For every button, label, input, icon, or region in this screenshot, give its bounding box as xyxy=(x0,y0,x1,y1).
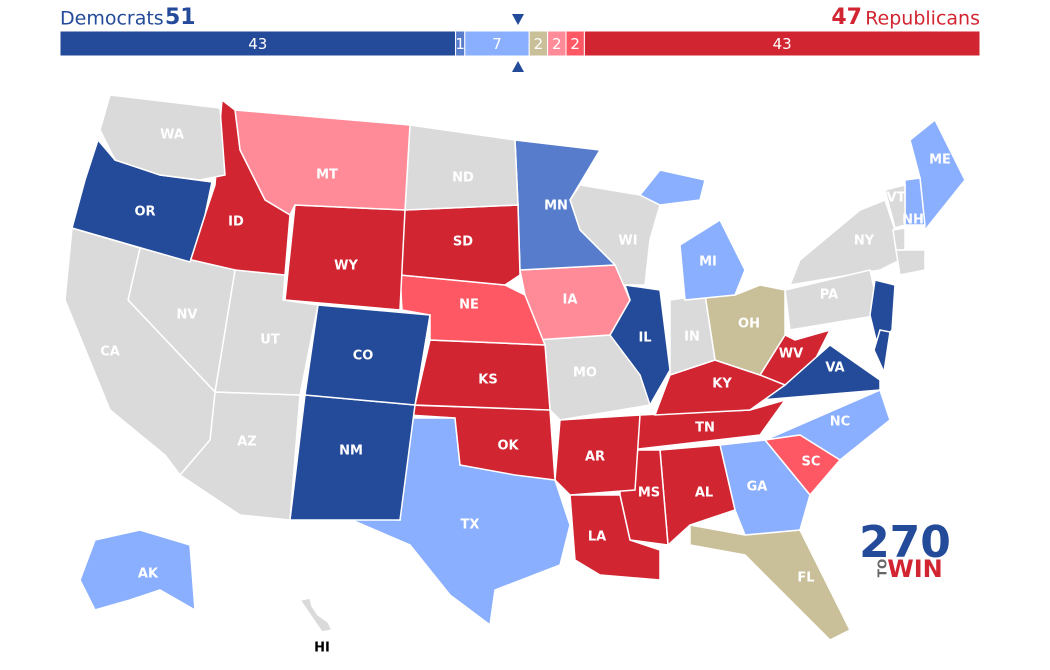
state-label: AK xyxy=(138,567,159,582)
state-label: UT xyxy=(260,333,280,348)
logo-win: WIN xyxy=(887,555,943,583)
rep-total: 47 xyxy=(831,5,862,30)
state-label: WA xyxy=(160,128,184,143)
state[interactable] xyxy=(407,404,556,481)
state-label: OR xyxy=(134,205,155,220)
state-label: AL xyxy=(695,486,713,501)
state-mi-up xyxy=(638,169,706,206)
state-label: WV xyxy=(779,347,803,362)
state-label: CO xyxy=(353,349,374,364)
state[interactable] xyxy=(404,124,519,211)
logo: 270 TO WIN xyxy=(859,517,951,583)
state[interactable] xyxy=(788,199,901,286)
state[interactable] xyxy=(284,204,406,311)
state-label: NM xyxy=(339,444,363,459)
state[interactable] xyxy=(189,98,291,276)
state[interactable] xyxy=(704,284,786,376)
rep-label: Republicans xyxy=(865,8,980,30)
state-label: TN xyxy=(695,421,715,436)
state-label: SD xyxy=(453,235,473,250)
state[interactable] xyxy=(554,414,641,496)
state-label: VT xyxy=(887,191,906,206)
state-label: NH xyxy=(902,213,924,228)
state[interactable] xyxy=(399,274,547,346)
state[interactable] xyxy=(298,597,334,633)
state-label: VA xyxy=(825,361,844,376)
state[interactable] xyxy=(569,494,661,581)
marker-top xyxy=(512,14,524,25)
state-label: LA xyxy=(588,530,606,545)
state-label: WY xyxy=(334,259,358,274)
state-label: WI xyxy=(618,234,637,249)
state-ct xyxy=(895,249,926,276)
state-label: KY xyxy=(712,377,732,392)
state-label: NC xyxy=(830,415,850,430)
bar-segment xyxy=(583,30,981,57)
state-label: MO xyxy=(573,366,597,381)
bar-segment-label: 2 xyxy=(552,35,562,53)
state-vt-edge xyxy=(892,227,906,251)
bar-segment-label: 7 xyxy=(492,35,502,53)
state-label: GA xyxy=(747,480,768,495)
state-label: IA xyxy=(563,293,578,308)
state-label: OH xyxy=(738,317,760,332)
state-label: IL xyxy=(638,331,651,346)
state-label: MN xyxy=(544,199,568,214)
state-label: AR xyxy=(585,450,605,465)
state-label: IN xyxy=(684,330,700,345)
state-label: MS xyxy=(638,486,660,501)
dem-total: 51 xyxy=(165,5,196,30)
state-label: HI xyxy=(314,641,330,656)
state-label: CA xyxy=(100,345,120,360)
state-label: TX xyxy=(461,518,480,533)
dem-label: Democrats xyxy=(60,8,164,30)
bar-segment-label: 2 xyxy=(534,35,544,53)
state[interactable] xyxy=(99,94,226,181)
state-label: ND xyxy=(452,171,474,186)
bar-segment-label: 1 xyxy=(455,35,465,53)
bar-segment-label: 43 xyxy=(773,35,792,53)
bar-segment-label: 2 xyxy=(570,35,580,53)
bar-segment xyxy=(464,30,530,57)
state-label: NY xyxy=(854,234,875,249)
marker-bottom xyxy=(512,61,524,72)
state-label: NV xyxy=(177,308,198,323)
logo-to: TO xyxy=(876,559,890,577)
state-label: AZ xyxy=(237,435,257,450)
state[interactable] xyxy=(64,227,216,477)
state[interactable] xyxy=(884,184,906,229)
state-label: KS xyxy=(478,373,497,388)
state-de-md xyxy=(873,329,891,375)
state-label: MI xyxy=(699,255,717,270)
state-label: PA xyxy=(820,288,838,303)
map xyxy=(64,94,966,641)
state-label: FL xyxy=(797,571,814,586)
logo-number: 270 xyxy=(859,517,951,568)
state-label: OK xyxy=(497,439,519,454)
state[interactable] xyxy=(304,304,431,406)
state-label: SC xyxy=(802,455,821,470)
state-label: MT xyxy=(316,168,338,183)
state-label: ME xyxy=(929,153,951,168)
state[interactable] xyxy=(909,118,966,232)
state[interactable] xyxy=(689,524,852,641)
bar-segment-label: 43 xyxy=(248,35,267,53)
seat-bar: 43 1 7 2 2 2 43 xyxy=(59,30,981,57)
state-label: NE xyxy=(459,298,479,313)
bar-segment xyxy=(59,30,457,57)
state-label: ID xyxy=(228,215,244,230)
state[interactable] xyxy=(79,529,196,612)
state[interactable] xyxy=(679,218,746,301)
